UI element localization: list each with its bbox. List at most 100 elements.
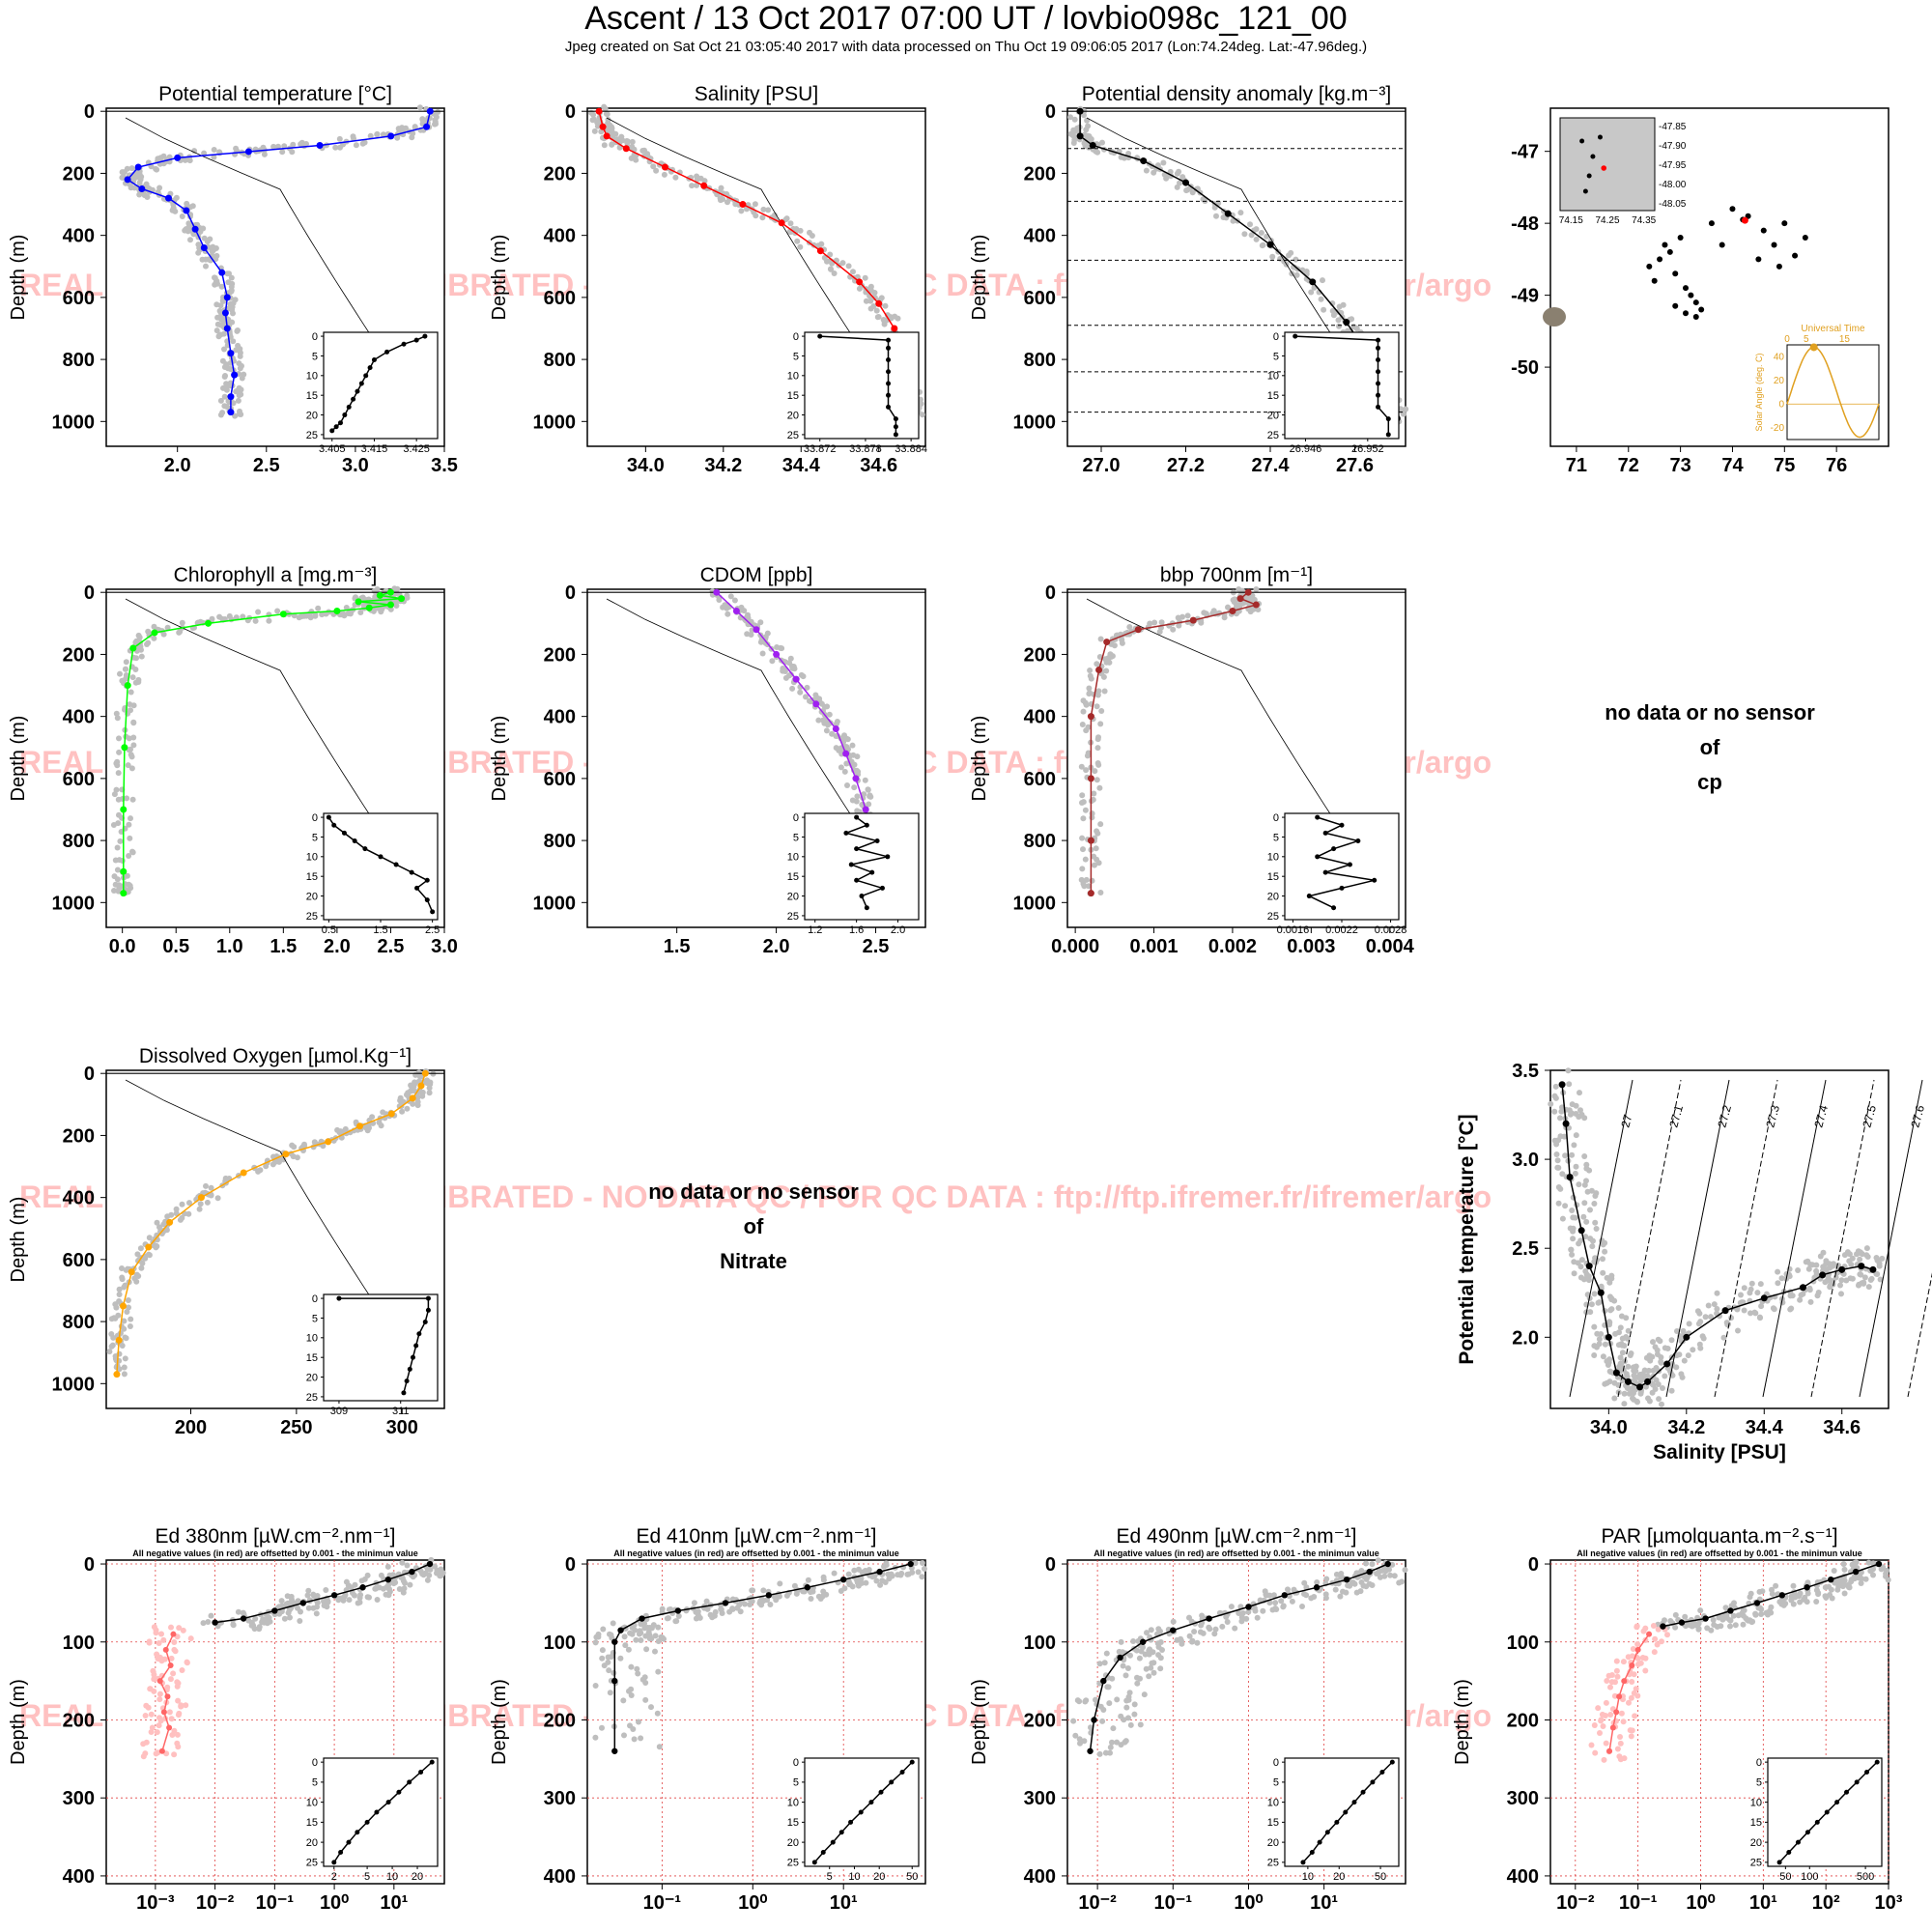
ed380-history-point [283,1601,290,1607]
ed380-history-point [208,1612,214,1619]
ed490-history-point [1236,1610,1242,1616]
map-float-position [1651,277,1658,284]
ed410-inset-ytick-label: 15 [787,1817,799,1829]
ed380-history-point [400,1589,407,1596]
panel-sal: 34.0 34.2 34.4 34.602004006008001000Salinit… [489,83,927,476]
par-history-point [1765,1611,1771,1618]
ts-history-point [1681,1357,1688,1364]
chla-ytick-label: 200 [63,644,95,666]
par-negative-history-point [1617,1756,1624,1763]
ed490-ytick-label: 100 [1024,1633,1056,1654]
sal-history-point [881,321,888,327]
par-inset-point [1874,1759,1880,1765]
ts-history-point [1571,1142,1577,1149]
temp-history-point [215,333,222,340]
sal-history-point [639,148,646,154]
ed380-ytick-label: 0 [84,1554,95,1576]
par-history-point [1695,1625,1702,1632]
oxy-history-point [222,1175,229,1181]
ed380-history-point [426,1572,433,1578]
ed380-history-point [432,1563,438,1570]
ts-history-point [1573,1163,1579,1170]
ed410-history-point [607,1690,613,1696]
ed410-point [611,1747,618,1754]
ts-history-point [1581,1200,1588,1207]
ed380-negative-point [167,1662,174,1668]
par-history-point [1708,1627,1715,1634]
temp-inset-point [346,404,352,410]
ts-history-point [1775,1268,1781,1275]
ed380-history-point [264,1620,270,1627]
ed380-history-point [200,1620,207,1627]
chla-history-point [138,653,145,660]
temp-history-point [234,327,241,334]
chla-inset-ytick-label: 5 [312,832,318,843]
map-float-position [1755,256,1762,263]
ed380-negative-history-point [176,1625,183,1632]
ed410-history-point [643,1646,650,1653]
cdom-point [792,675,800,683]
dens-history-point [1176,168,1182,175]
temp-history-point [130,175,137,182]
temp-history-point [238,391,244,398]
ts-history-point [1625,1363,1632,1370]
ed380-point [426,1560,434,1568]
par-history-point [1747,1594,1753,1601]
dens-inset-series-line [1294,335,1390,435]
sal-history-point [783,215,790,222]
ed490-history-point [1124,1665,1131,1671]
temp-history-point [219,357,226,364]
ed380-inset-xtick-label: 5 [364,1871,370,1883]
oxy-history-point [399,1108,406,1115]
chla-history-point [357,610,364,615]
chla-inset-point [424,897,430,903]
ed410-history-point [617,1655,624,1662]
cdom-history-point [781,668,788,674]
bbp-history-point [1103,668,1110,674]
map-inset-xtick-label: 74.15 [1559,215,1583,226]
ed410-history-point [921,1566,927,1572]
ed490-history-point [1194,1639,1201,1646]
temp-ytick-label: 400 [63,226,95,247]
temp-history-point [203,263,209,270]
ed380-history-point [402,1579,408,1586]
ed380-negative-history-point [166,1709,173,1716]
ed380-history-point [384,1563,391,1570]
par-negative-history-point [1628,1733,1634,1740]
ed490-xtick-label: 10⁰ [1234,1892,1263,1914]
temp-history-point [160,153,167,159]
sal-point [700,182,708,189]
cdom-history-point [731,597,738,604]
ed490-history-point [1150,1649,1156,1656]
ed380-inset-point [385,1800,391,1805]
ts-history-point [1847,1275,1854,1282]
cdom-ytick-label: 400 [544,707,576,728]
ed380-point [384,1576,392,1583]
bbp-history-point [1096,784,1103,791]
ed380-inset-point [396,1789,402,1795]
ts-history-point [1831,1261,1836,1267]
chla-history-point [274,608,281,614]
ed490-history-point [1159,1647,1165,1653]
cdom-ylabel: Depth (m) [489,716,510,802]
page-title: Ascent / 13 Oct 2017 07:00 UT / lovbio09… [584,0,1348,37]
ed410-ytick-label: 0 [565,1554,576,1576]
ed380-negative-history-point [174,1679,181,1686]
cdom-xtick-label: 1.5 [664,936,691,957]
par-note: All negative values (in red) are offsett… [1577,1548,1862,1558]
par-xtick-label: 10⁻² [1556,1892,1595,1914]
ed490-point [1087,1747,1094,1754]
temp-point [423,123,431,130]
dens-history-point [1118,154,1124,160]
dens-inset-point [1293,333,1298,339]
par-history-point [1822,1593,1829,1600]
ts-history-point [1708,1314,1714,1321]
temp-history-point [229,280,236,287]
ts-history-point [1856,1281,1862,1288]
ts-history-point [1548,1100,1554,1107]
ed380-negative-point [160,1709,167,1716]
par-negative-history-point [1617,1740,1624,1747]
temp-point [316,142,324,150]
ts-history-point [1649,1380,1656,1387]
